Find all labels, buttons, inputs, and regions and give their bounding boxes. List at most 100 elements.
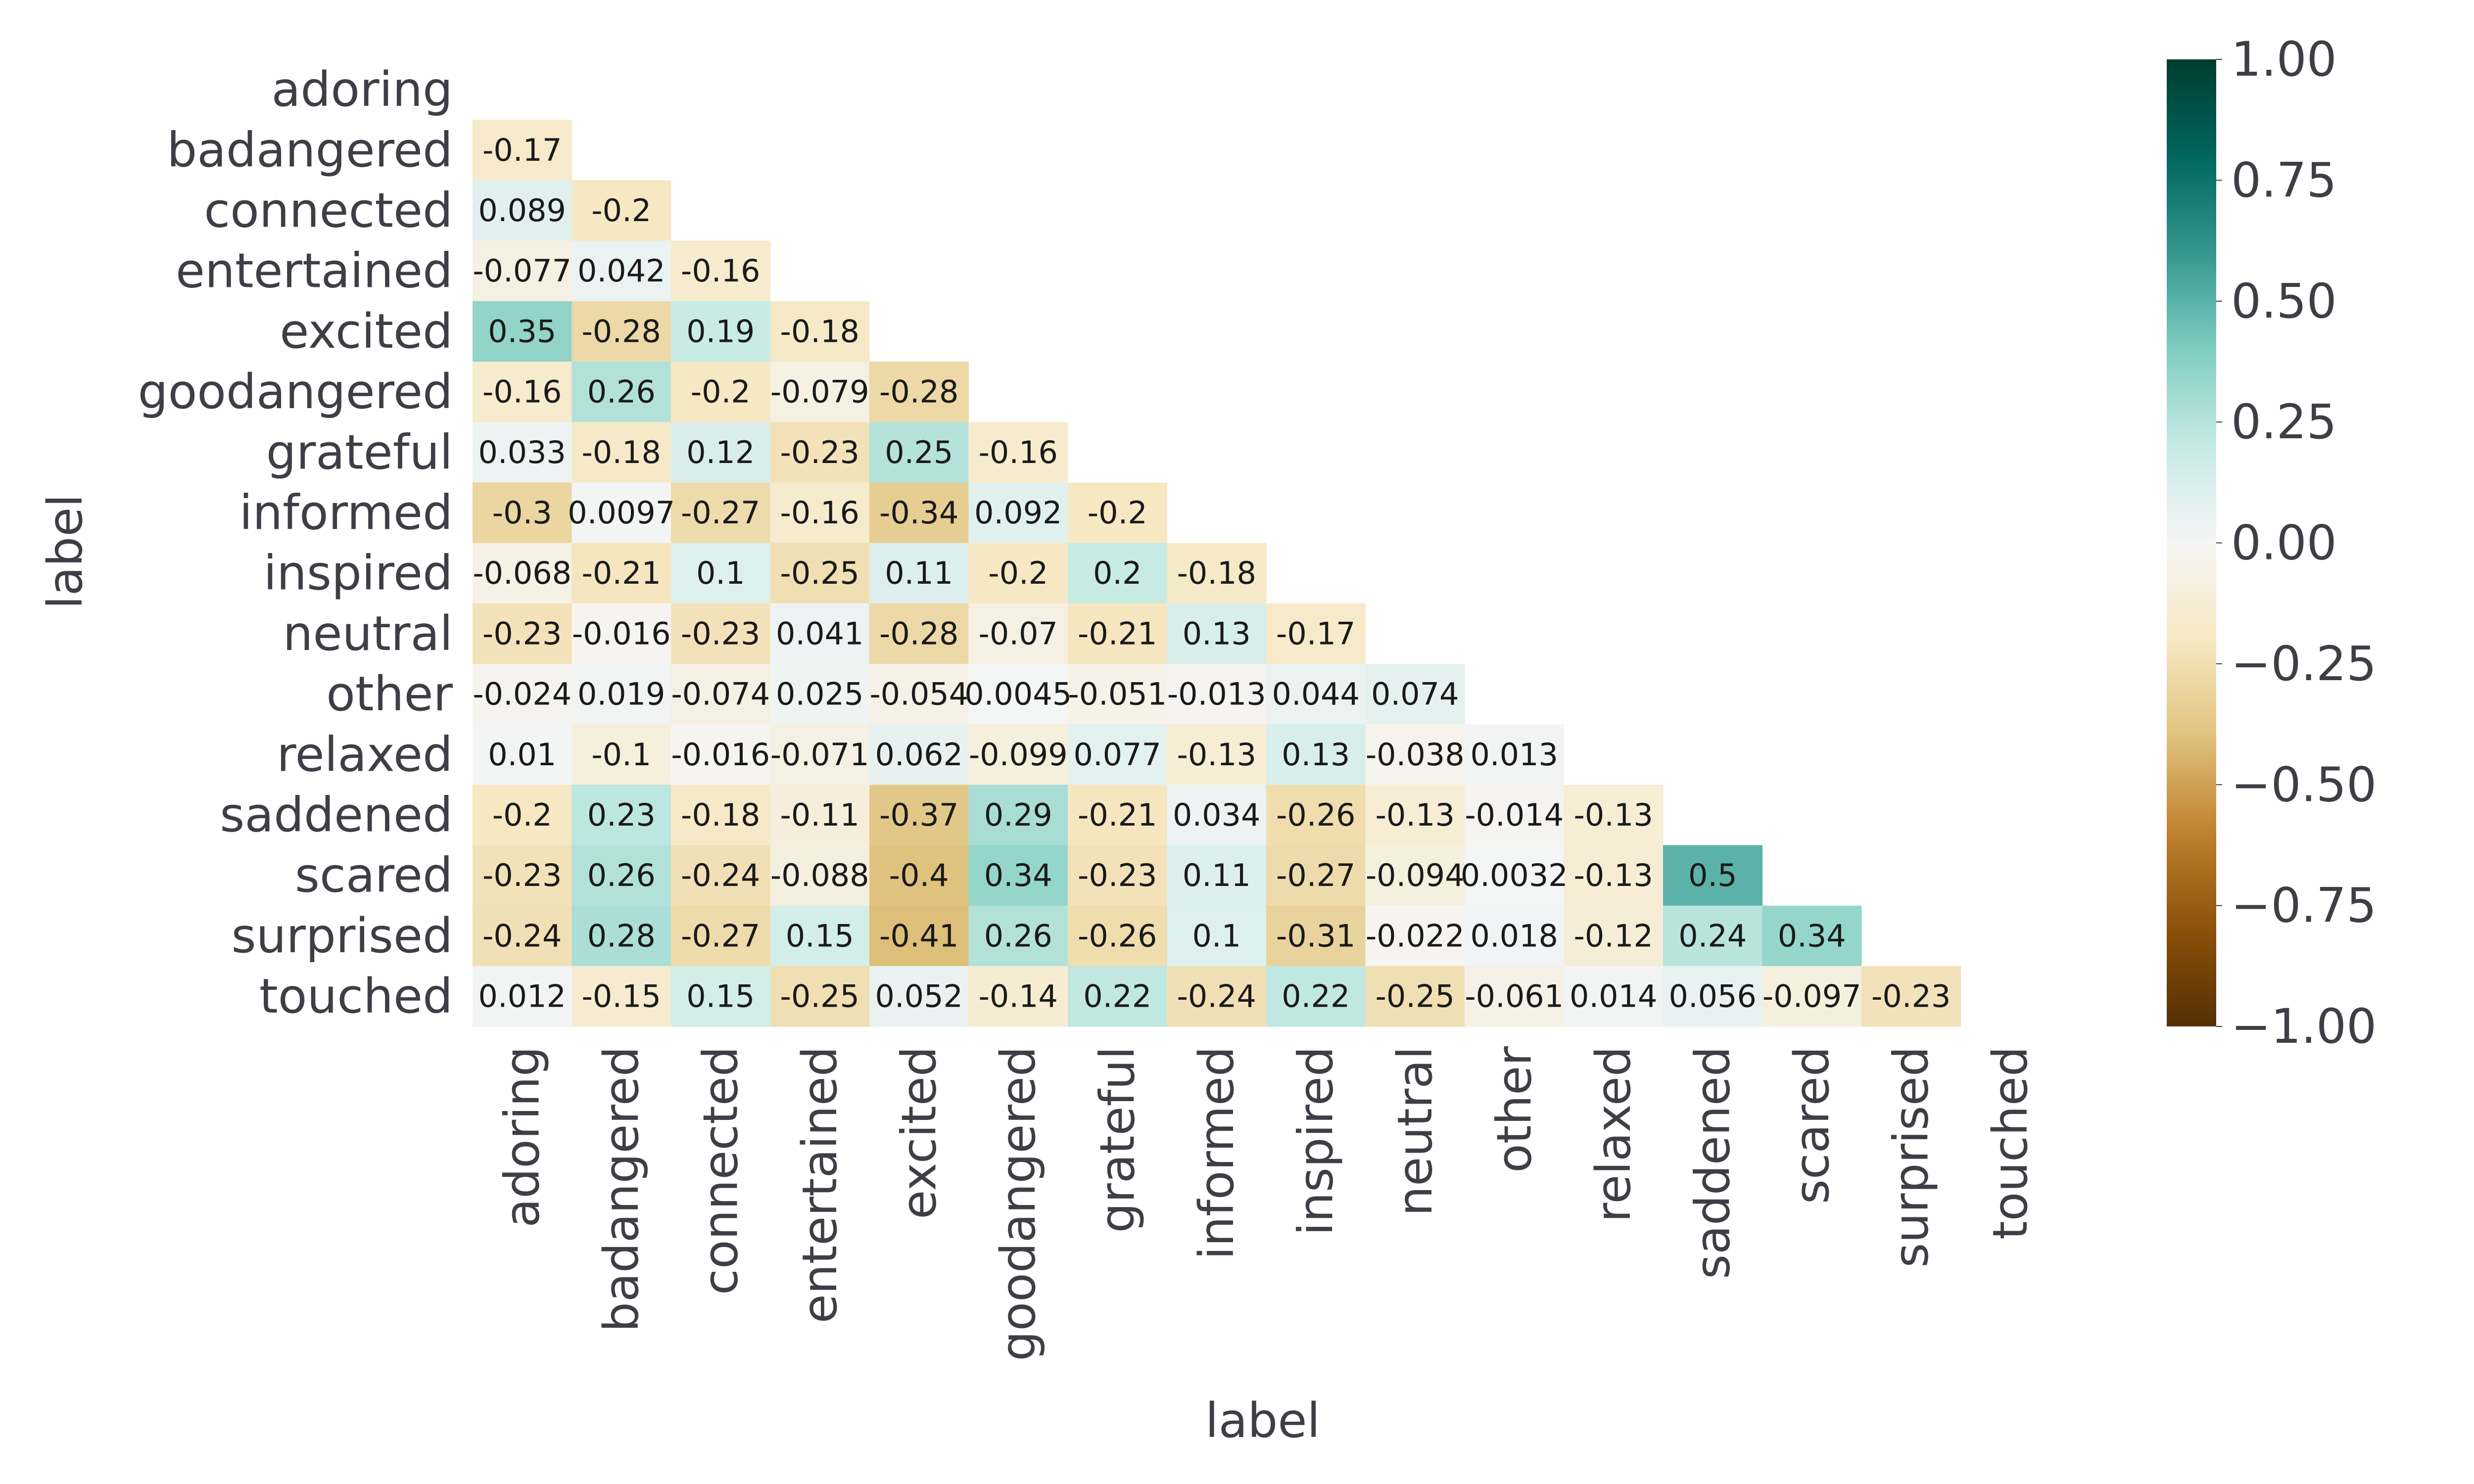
heatmap-cell-value: 0.089 xyxy=(478,192,567,229)
heatmap-cell xyxy=(473,664,572,725)
heatmap-cell-value: -0.13 xyxy=(1376,797,1455,833)
heatmap-cell xyxy=(1365,724,1465,785)
heatmap-cell xyxy=(869,603,969,664)
heatmap-cell-value: -0.23 xyxy=(482,615,562,651)
heatmap-cell-value: -0.024 xyxy=(473,676,571,712)
x-tick-label: connected xyxy=(693,1046,748,1295)
heatmap-cell xyxy=(869,422,969,483)
heatmap-cell-value: -0.27 xyxy=(681,495,760,531)
heatmap-cell xyxy=(770,905,870,967)
y-tick-labels: adoringbadangeredconnectedentertainedexc… xyxy=(138,62,453,1024)
heatmap-cell xyxy=(571,664,671,725)
heatmap-cell xyxy=(671,603,771,664)
heatmap-cell xyxy=(1365,966,1465,1027)
heatmap-cell xyxy=(1564,966,1664,1027)
heatmap-cell-value: 0.092 xyxy=(974,495,1062,531)
heatmap-cell xyxy=(770,422,870,483)
y-axis-label: label xyxy=(38,494,93,609)
heatmap-cell-value: -0.18 xyxy=(582,434,661,470)
heatmap-cell xyxy=(671,785,771,846)
y-tick-label: inspired xyxy=(264,546,453,601)
heatmap-cell xyxy=(968,845,1068,906)
heatmap-cell xyxy=(1663,845,1763,906)
heatmap-cell-value: -0.1 xyxy=(591,737,651,773)
heatmap-cell-value: -0.23 xyxy=(1871,978,1951,1015)
heatmap-cell xyxy=(869,362,969,422)
heatmap-cell xyxy=(1564,905,1664,967)
heatmap-cell-value: -0.27 xyxy=(681,918,760,954)
colorbar-ticks: 1.00 0.75 0.50 0.25 0.00 −0.25 −0.50 −0.75 −1.00 xyxy=(2216,32,2377,1054)
heatmap-cell xyxy=(1068,724,1168,785)
heatmap-cell xyxy=(571,482,671,544)
heatmap-cell xyxy=(473,785,572,846)
heatmap-cell-value: -0.21 xyxy=(1078,615,1157,651)
x-tick-labels: adoring badangered connected entertained exc… xyxy=(494,1046,2038,1361)
heatmap-cell-value: -0.016 xyxy=(671,737,770,773)
x-tick-label: relaxed xyxy=(1586,1046,1641,1222)
heatmap-cell xyxy=(1365,785,1465,846)
heatmap-cell-value: 0.013 xyxy=(1471,737,1559,773)
heatmap-cell xyxy=(571,603,671,664)
colorbar-tick-label: 0.50 xyxy=(2231,274,2337,329)
heatmap-cell-value: -0.18 xyxy=(1177,555,1256,591)
heatmap-cell xyxy=(671,905,771,967)
heatmap-cell-value: -0.12 xyxy=(1574,918,1653,954)
heatmap-cell xyxy=(1465,724,1565,785)
y-tick-label: surprised xyxy=(232,908,453,964)
heatmap-cell-value: -0.088 xyxy=(770,857,869,893)
heatmap-cell xyxy=(1068,603,1168,664)
heatmap-cell xyxy=(968,422,1068,483)
heatmap-cell xyxy=(473,362,572,422)
heatmap-cell-value: -0.4 xyxy=(889,857,949,893)
heatmap-cell xyxy=(1167,966,1267,1027)
heatmap-cell xyxy=(571,905,671,967)
heatmap-cell-value: -0.099 xyxy=(969,737,1068,773)
heatmap-cell-value: -0.16 xyxy=(780,495,859,531)
heatmap-cell-value: -0.25 xyxy=(780,555,859,591)
heatmap-cell xyxy=(1167,845,1267,906)
y-tick-label: excited xyxy=(280,304,453,359)
heatmap-cell xyxy=(473,180,572,241)
heatmap-cell-value: 0.11 xyxy=(1183,857,1251,893)
heatmap-cell-value: -0.14 xyxy=(979,978,1058,1015)
heatmap-cell xyxy=(869,664,969,725)
x-tick-label: surprised xyxy=(1883,1046,1939,1267)
heatmap-cell xyxy=(1266,724,1366,785)
heatmap-cell-value: -0.16 xyxy=(482,374,562,410)
heatmap-cell xyxy=(1167,543,1267,604)
heatmap-cell xyxy=(1068,664,1168,725)
x-tick-label: grateful xyxy=(1090,1046,1145,1233)
heatmap-cell-value: 0.014 xyxy=(1570,978,1658,1015)
heatmap-cell xyxy=(671,724,771,785)
heatmap-cell-value: 0.1 xyxy=(1192,918,1241,954)
heatmap-cell xyxy=(671,482,771,544)
heatmap-cell xyxy=(1167,724,1267,785)
y-tick-label: saddened xyxy=(220,788,453,843)
heatmap-cell-value: 0.28 xyxy=(587,918,656,954)
heatmap-cell xyxy=(770,543,870,604)
heatmap-cell xyxy=(968,482,1068,544)
heatmap-cell xyxy=(968,603,1068,664)
heatmap-cell xyxy=(473,301,572,362)
x-tick-label: badangered xyxy=(594,1046,649,1332)
heatmap-cell-value: 0.26 xyxy=(984,918,1052,954)
heatmap-cell-value: 0.35 xyxy=(488,313,556,349)
heatmap-cell xyxy=(671,664,771,725)
heatmap-cell xyxy=(473,543,572,604)
heatmap-cell-value: -0.28 xyxy=(582,313,661,349)
heatmap-cell xyxy=(1068,543,1168,604)
heatmap-cell-value: 0.018 xyxy=(1471,918,1559,954)
heatmap-cell-value: -0.079 xyxy=(770,374,869,410)
heatmap-cell-value: -0.18 xyxy=(681,797,760,833)
heatmap-cell xyxy=(968,966,1068,1027)
heatmap-cell-value: 0.012 xyxy=(478,978,567,1015)
heatmap-cell-value: -0.16 xyxy=(979,434,1058,470)
heatmap-cell xyxy=(473,724,572,785)
heatmap-cell-value: -0.077 xyxy=(473,253,571,289)
heatmap-cell xyxy=(1365,845,1465,906)
heatmap-cell xyxy=(1465,966,1565,1027)
heatmap-cell-value: -0.28 xyxy=(879,374,958,410)
heatmap-cell-value: -0.2 xyxy=(492,797,552,833)
y-tick-label: grateful xyxy=(266,424,453,480)
